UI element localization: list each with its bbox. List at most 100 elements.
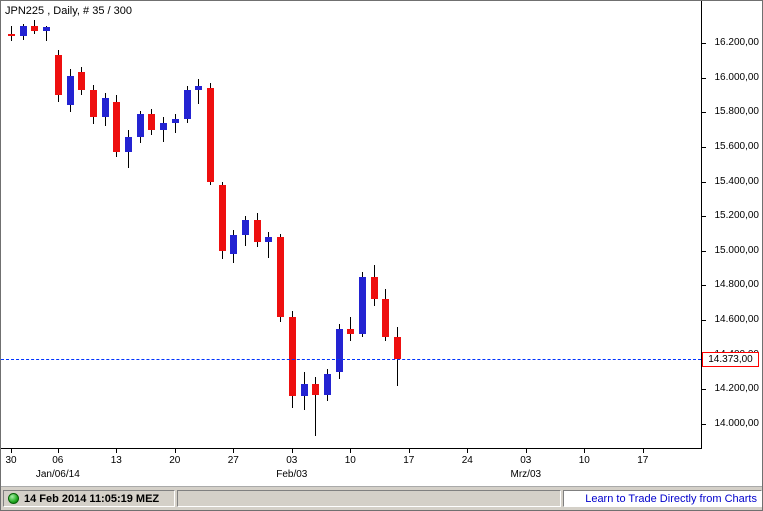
time-axis-tick <box>116 449 118 453</box>
time-axis-tick <box>350 449 352 453</box>
candle <box>382 299 390 338</box>
candle <box>218 185 226 251</box>
candle <box>265 236 273 243</box>
candle <box>89 89 97 118</box>
status-panel-empty <box>177 490 561 507</box>
price-axis-label: 14.600,00 <box>714 314 760 326</box>
time-axis-week-label: 27 <box>227 455 239 466</box>
chart-title: JPN225 , Daily, # 35 / 300 <box>5 5 132 17</box>
time-axis-month-label: Feb/03 <box>276 469 308 480</box>
candle <box>171 119 179 123</box>
time-axis-tick <box>11 449 12 453</box>
candle <box>160 122 168 130</box>
time-axis-tick <box>233 449 235 453</box>
candle <box>19 25 27 37</box>
time-axis-tick <box>584 449 586 453</box>
time-axis-week-label: 17 <box>637 455 649 466</box>
candle <box>43 27 51 31</box>
candle <box>31 25 39 31</box>
price-axis-tick <box>702 77 706 79</box>
candle <box>8 34 15 37</box>
time-axis-tick <box>174 449 176 453</box>
price-axis-label: 15.000,00 <box>714 244 760 256</box>
status-panel-time: 14 Feb 2014 11:05:19 MEZ <box>3 490 175 507</box>
candle <box>136 114 144 137</box>
current-price-label: 14.373,00 <box>702 352 759 368</box>
candle <box>277 236 285 317</box>
candle <box>101 98 109 118</box>
candle-wick <box>11 25 12 42</box>
price-axis-tick <box>702 424 706 425</box>
candle <box>323 373 331 395</box>
candle <box>370 276 378 300</box>
candle <box>312 384 320 395</box>
candle-wick <box>46 25 48 42</box>
candle <box>394 337 402 360</box>
time-axis-tick <box>291 449 293 453</box>
candle <box>359 276 366 334</box>
price-axis-tick <box>702 216 706 218</box>
time-axis-week-label: 24 <box>461 455 473 466</box>
candle <box>288 316 296 397</box>
time-axis-month-label: Mrz/03 <box>510 469 542 480</box>
time-axis-week-label: 06 <box>52 455 64 466</box>
candle <box>183 89 191 120</box>
candle-wick <box>268 231 270 258</box>
price-axis-label: 16.200,00 <box>714 37 760 48</box>
price-axis-tick <box>702 181 706 183</box>
connection-status-icon <box>8 493 19 504</box>
time-axis-week-label: 17 <box>403 455 415 466</box>
time-axis-tick <box>525 449 527 453</box>
price-axis-tick <box>702 320 706 322</box>
price-axis-label: 14.800,00 <box>714 279 760 291</box>
time-axis[interactable]: 30 06 13 20 27 03 10 17 24 03 10 17 Jan/06/14 Feb/03 M… <box>1 449 701 485</box>
candle <box>66 75 74 106</box>
price-axis-label: 15.600,00 <box>714 140 760 152</box>
time-axis-week-label: 13 <box>110 455 122 466</box>
candle <box>253 219 261 243</box>
price-axis-tick <box>702 146 706 148</box>
candle <box>195 86 203 90</box>
candle <box>300 384 308 397</box>
candle <box>347 328 355 334</box>
time-axis-tick <box>408 449 410 453</box>
price-axis-label: 16.000,00 <box>714 71 760 83</box>
candle-wick <box>198 79 200 104</box>
price-axis-tick <box>702 389 706 391</box>
time-axis-week-label: 10 <box>578 455 590 466</box>
learn-to-trade-link[interactable]: Learn to Trade Directly from Charts <box>585 492 757 505</box>
time-axis-week-label: 30 <box>5 455 17 466</box>
candle <box>113 101 121 153</box>
candle <box>125 136 132 153</box>
time-axis-week-label: 20 <box>169 455 181 466</box>
time-axis-week-label: 10 <box>344 455 356 466</box>
candle <box>78 72 86 90</box>
chart-plot-area[interactable] <box>1 1 702 449</box>
time-axis-tick <box>57 449 59 453</box>
price-axis-label: 15.400,00 <box>714 175 760 187</box>
price-axis-tick <box>702 112 706 114</box>
price-axis-tick <box>702 285 706 287</box>
price-axis-label: 15.200,00 <box>714 210 760 222</box>
price-axis-label: 15.800,00 <box>714 106 760 118</box>
status-bar: 14 Feb 2014 11:05:19 MEZ Learn to Trade … <box>1 486 762 510</box>
candle <box>230 235 238 255</box>
price-axis-tick <box>702 43 706 44</box>
candle-wick <box>174 114 176 134</box>
price-axis-tick <box>702 250 706 252</box>
candle <box>54 55 62 95</box>
candle <box>335 328 343 373</box>
current-price-line <box>1 359 701 361</box>
price-axis-label: 14.200,00 <box>714 383 760 395</box>
time-axis-week-label: 03 <box>286 455 298 466</box>
candle <box>148 114 156 130</box>
time-axis-month-label: Jan/06/14 <box>35 469 80 480</box>
candle-wick <box>350 316 352 341</box>
candle-wick <box>315 377 317 437</box>
time-axis-tick <box>642 449 644 453</box>
candle <box>242 219 249 236</box>
candle <box>206 88 214 182</box>
price-axis-label: 14.000,00 <box>714 418 760 429</box>
price-axis[interactable]: 16.200,00 16.000,00 15.800,00 15.600,00 15.4… <box>701 1 762 448</box>
